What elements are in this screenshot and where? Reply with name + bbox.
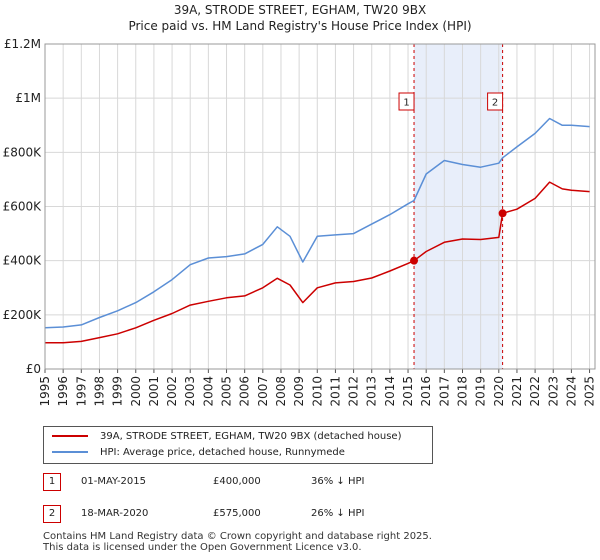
transaction-number: 1: [43, 473, 61, 491]
x-tick-label: 2001: [147, 376, 161, 407]
transaction-hpi-diff: 36% ↓ HPI: [311, 476, 365, 487]
x-tick-label: 2012: [347, 376, 361, 407]
x-tick-label: 2015: [401, 376, 415, 407]
x-axis: 1995 1996 1997 1998 1999 2000 2001 2002 2003 2004…: [38, 369, 597, 407]
series-group: [44, 117, 590, 344]
x-tick-label: 2017: [437, 376, 451, 407]
legend-label-property: 39A, STRODE STREET, EGHAM, TW20 9BX (det…: [100, 431, 402, 442]
x-tick-label: 2005: [220, 376, 234, 407]
y-tick-label: £800K: [3, 145, 43, 159]
x-tick-label: 2020: [492, 376, 506, 407]
x-tick-label: 2019: [474, 376, 488, 407]
sale-point: [498, 209, 507, 218]
y-tick-label: £1M: [15, 91, 41, 105]
transaction-date: 01-MAY-2015: [81, 476, 147, 487]
footer-line-1: Contains HM Land Registry data © Crown c…: [43, 531, 432, 542]
y-axis: £0 £200K £400K £600K £800K £1M £1.2M: [3, 37, 43, 376]
legend-swatch-hpi: [52, 451, 88, 453]
x-tick-label: 2021: [510, 376, 524, 407]
x-tick-label: 2011: [328, 376, 342, 407]
x-tick-label: 2014: [383, 376, 397, 407]
x-tick-label: 1998: [92, 376, 106, 407]
x-tick-label: 2023: [546, 376, 560, 407]
annotation-box: [487, 92, 504, 111]
sale-point: [410, 256, 419, 265]
x-tick-label: 2025: [583, 376, 597, 407]
transaction-date: 18-MAR-2020: [81, 508, 149, 519]
transaction-price: £575,000: [213, 508, 261, 519]
annotation-label: 2: [492, 98, 498, 109]
legend-swatch-property: [52, 435, 88, 437]
legend-label-hpi: HPI: Average price, detached house, Runn…: [100, 447, 345, 458]
y-tick-label: £0: [26, 362, 41, 376]
x-tick-label: 2009: [292, 376, 306, 407]
transaction-number: 2: [43, 505, 61, 523]
footer-line-2: This data is licensed under the Open Gov…: [43, 542, 362, 553]
y-tick-label: £1.2M: [4, 37, 41, 51]
chart-subtitle: Price paid vs. HM Land Registry's House …: [128, 19, 472, 33]
y-tick-label: £200K: [3, 308, 43, 322]
property-price-line: [45, 181, 590, 344]
transaction-hpi-diff: 26% ↓ HPI: [311, 508, 365, 519]
plot-frame: [44, 43, 596, 370]
y-tick-label: £600K: [3, 200, 43, 214]
hpi-line: [44, 117, 590, 329]
y-tick-label: £400K: [3, 254, 43, 268]
x-tick-label: 2022: [528, 376, 542, 407]
chart-title: 39A, STRODE STREET, EGHAM, TW20 9BX: [173, 3, 427, 17]
x-tick-label: 2010: [310, 376, 324, 407]
x-tick-label: 2016: [419, 376, 433, 407]
x-tick-label: 2024: [564, 376, 578, 407]
x-tick-label: 2003: [183, 376, 197, 407]
gridlines: [44, 43, 595, 370]
sale-points: [410, 209, 507, 265]
x-tick-label: 2000: [129, 376, 143, 407]
x-tick-label: 2006: [238, 376, 252, 407]
annotation-box: [398, 92, 415, 111]
x-tick-label: 1995: [38, 376, 52, 407]
legend-item-property: 39A, STRODE STREET, EGHAM, TW20 9BX (det…: [52, 429, 402, 445]
annotation-label: 1: [403, 98, 409, 109]
x-tick-label: 2004: [201, 376, 215, 407]
x-tick-label: 2013: [365, 376, 379, 407]
x-tick-label: 2018: [455, 376, 469, 407]
footer-attribution: Contains HM Land Registry data © Crown c…: [43, 531, 432, 553]
x-tick-label: 2002: [165, 376, 179, 407]
x-tick-label: 1999: [111, 376, 125, 407]
legend: 39A, STRODE STREET, EGHAM, TW20 9BX (det…: [43, 426, 433, 464]
x-tick-label: 1996: [56, 376, 70, 407]
x-tick-label: 2007: [256, 376, 270, 407]
x-tick-label: 1997: [74, 376, 88, 407]
transaction-price: £400,000: [213, 476, 261, 487]
x-tick-label: 2008: [274, 376, 288, 407]
legend-item-hpi: HPI: Average price, detached house, Runn…: [52, 445, 345, 461]
